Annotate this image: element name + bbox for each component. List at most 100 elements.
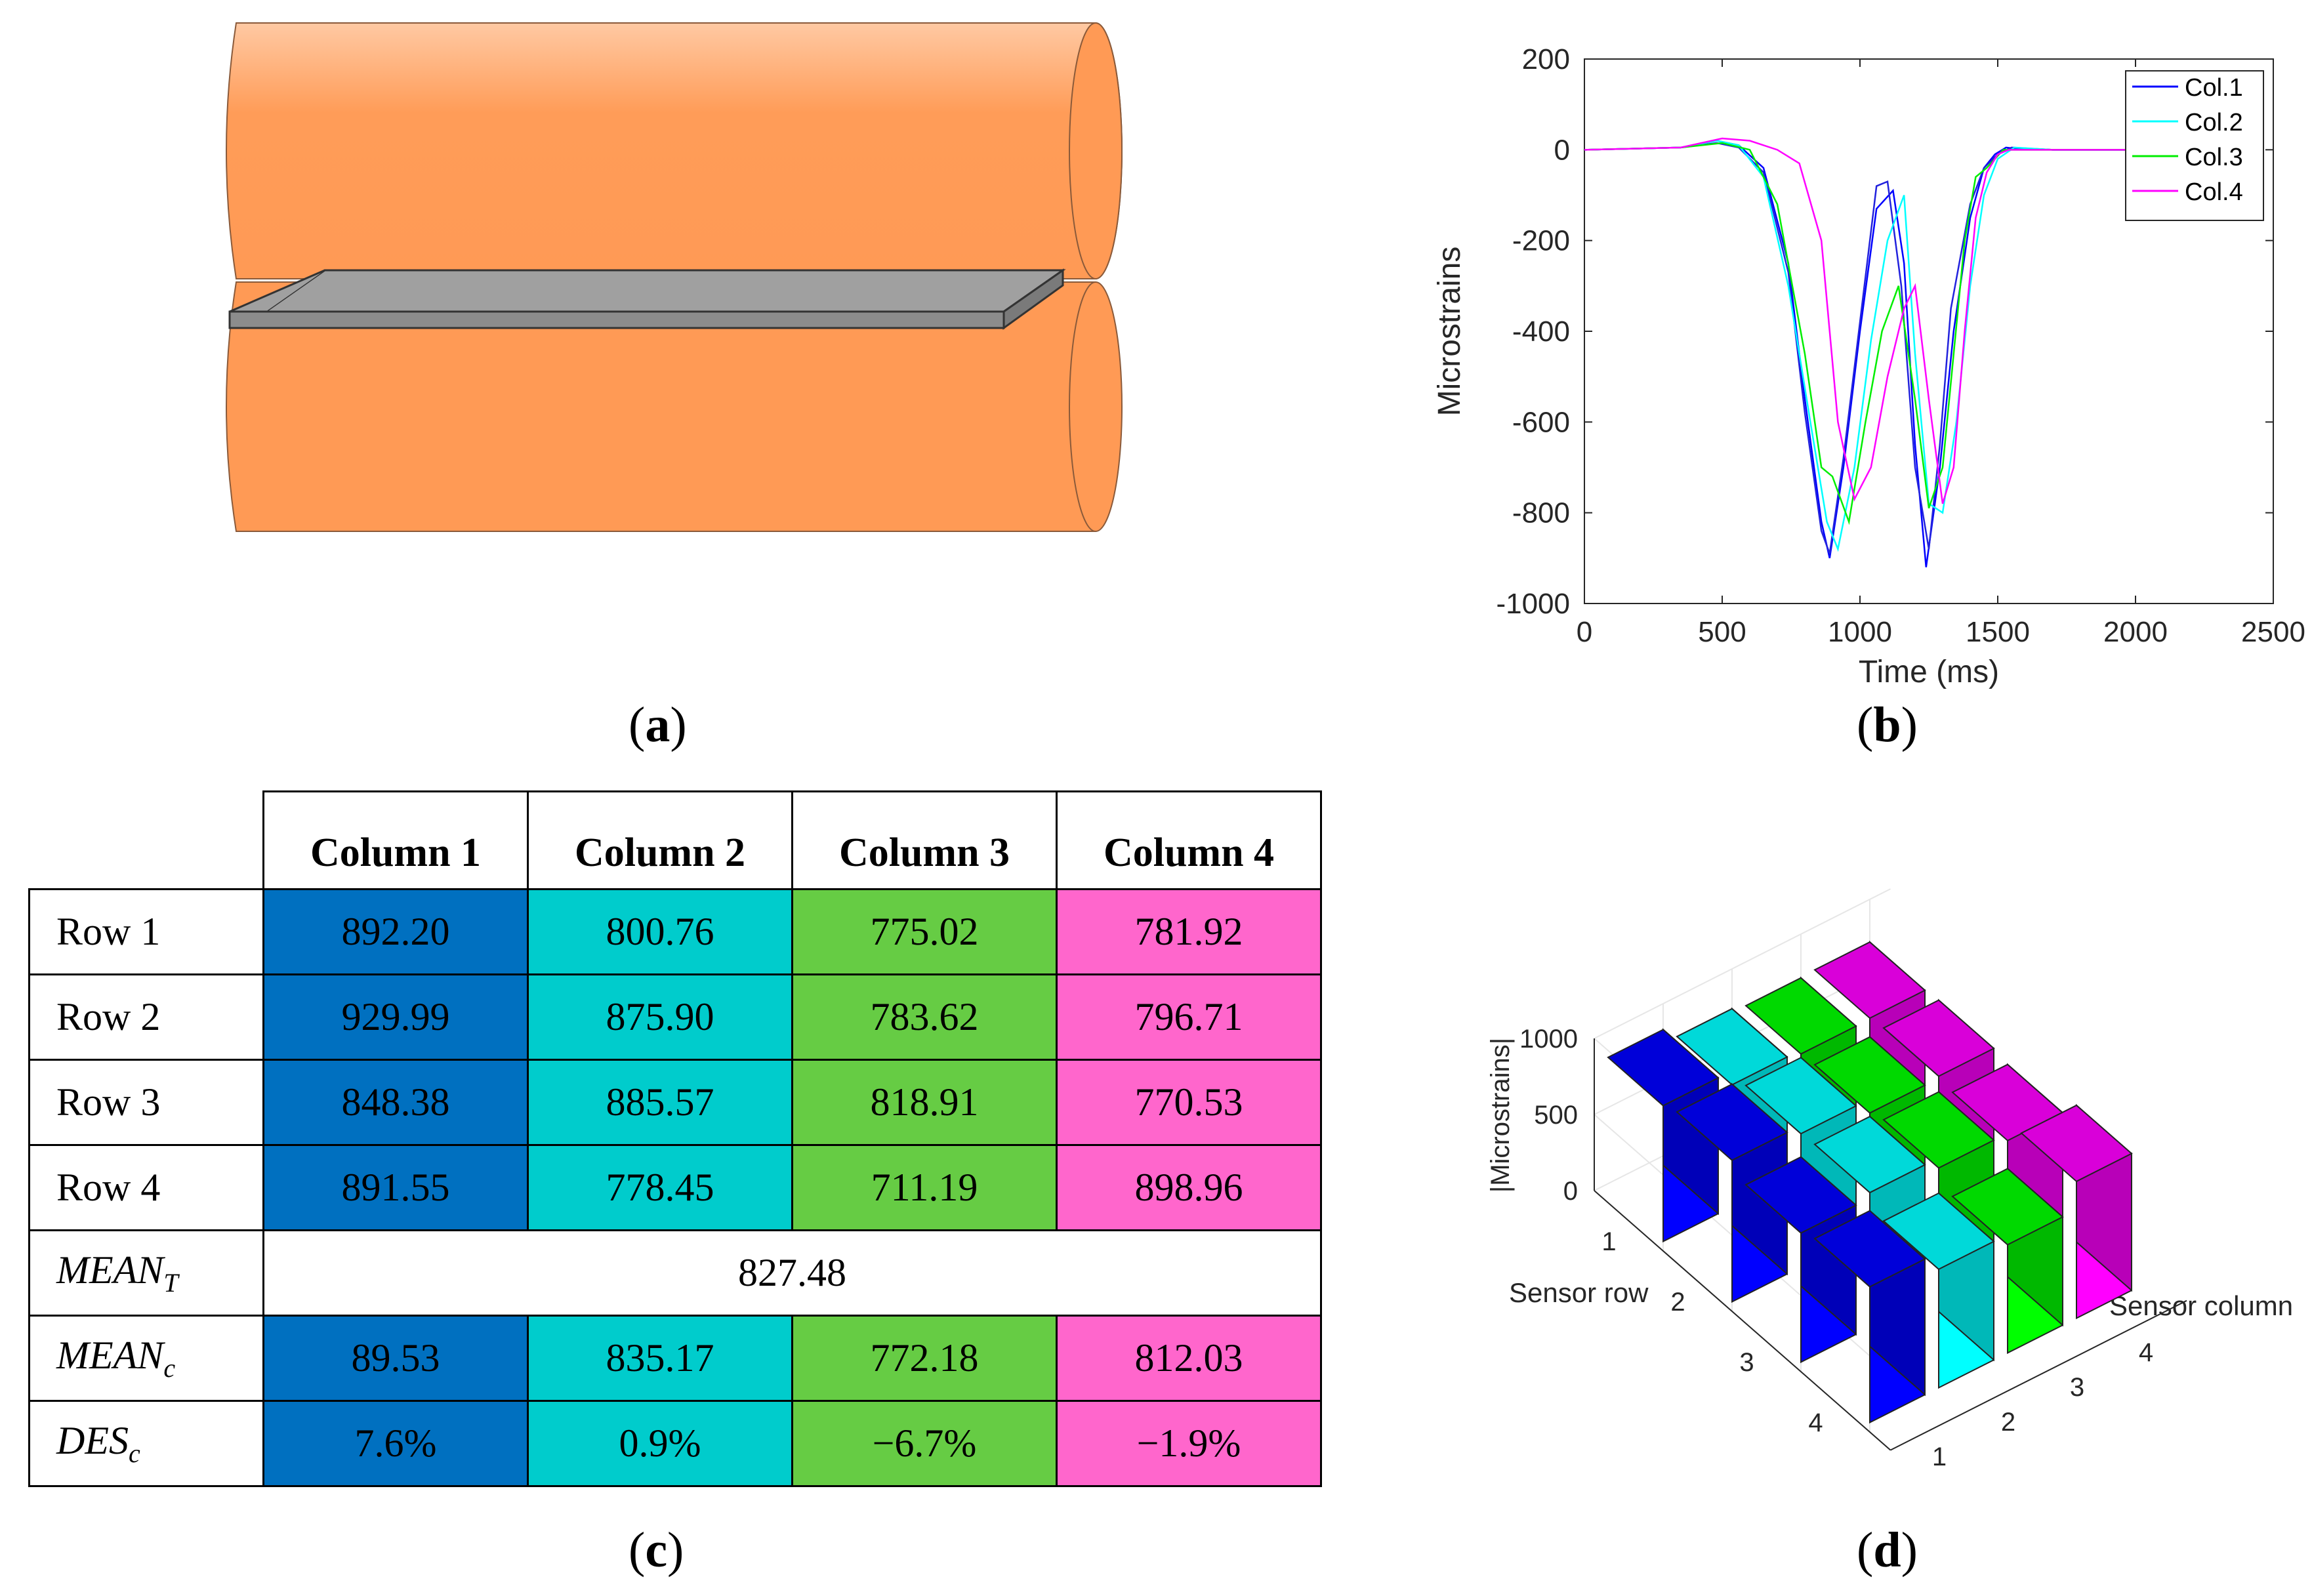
lower-roller [226, 281, 1123, 532]
legend-entry: Col.2 [2185, 109, 2243, 136]
bar-top-face [1744, 1156, 1857, 1234]
panel-label-d: (d) [1857, 1523, 1918, 1578]
table-cell: 7.6% [262, 1400, 529, 1487]
table-cell: 89.53 [262, 1315, 529, 1402]
bar-top-face [1813, 1210, 1926, 1288]
series-line [1584, 137, 2136, 504]
mean-total-value: 827.48 [262, 1229, 1322, 1317]
bar-top-face [1676, 1008, 1788, 1086]
x-axis-label: Time (ms) [1859, 655, 1999, 689]
mean-column-label: MEANc [28, 1315, 264, 1402]
sensor-bar3d-chart: 0 500 1000|Microstrains| 1 2 3 4 1 2 3 4 Sensor row… [1486, 888, 2293, 1471]
bar [1813, 1209, 1926, 1424]
legend-entry: Col.4 [2185, 178, 2243, 206]
column-axis-label: Sensor column [2109, 1290, 2293, 1321]
y-tick-label: -800 [1512, 497, 1570, 529]
row-label: Row 2 [28, 973, 264, 1061]
z-tick-label: 0 [1563, 1177, 1578, 1206]
bar-top-face [1676, 1083, 1788, 1161]
table-row: Row 1 892.20 800.76 775.02 781.92 [28, 888, 1322, 975]
z-tick-label: 1000 [1519, 1025, 1578, 1054]
table-cell: 875.90 [527, 973, 793, 1061]
bar-top-face [1951, 1168, 2064, 1246]
header-column-4: Column 4 [1056, 790, 1322, 890]
legend-entry: Col.1 [2185, 74, 2243, 102]
table-row: Row 3 848.38 885.57 818.91 770.53 [28, 1059, 1322, 1146]
table-header-row: Column 1 Column 2 Column 3 Column 4 [29, 790, 1322, 890]
mean-total-label: MEANT [28, 1229, 264, 1317]
panel-label-c: (c) [629, 1523, 684, 1578]
table-cell: 772.18 [791, 1315, 1058, 1402]
table-cell: 775.02 [791, 888, 1058, 975]
table-cell: 800.76 [527, 888, 793, 975]
table-cell: 818.91 [791, 1059, 1058, 1146]
table-cell: 898.96 [1056, 1144, 1322, 1231]
table-cell: 835.17 [527, 1315, 793, 1402]
table-cell: 929.99 [262, 973, 529, 1061]
mean-column-row: MEANc 89.53 835.17 772.18 812.03 [28, 1315, 1322, 1402]
bar-top-face [1607, 1029, 1720, 1107]
bar-top-face [1813, 941, 1926, 1019]
results-table: Column 1 Column 2 Column 3 Column 4 Row … [28, 790, 1322, 1487]
header-column-2: Column 2 [527, 790, 793, 890]
column-tick-label: 2 [2001, 1408, 2015, 1437]
panel-label-b: (b) [1857, 697, 1918, 752]
table-cell: 781.92 [1056, 888, 1322, 975]
des-column-row: DESc 7.6% 0.9% −6.7% −1.9% [28, 1400, 1322, 1487]
des-column-label: DESc [28, 1400, 264, 1487]
bar-top-face [1882, 1192, 1995, 1271]
header-column-1: Column 1 [262, 790, 529, 890]
x-tick-label: 500 [1698, 616, 1746, 648]
table-cell: 0.9% [527, 1400, 793, 1487]
table-cell: −1.9% [1056, 1400, 1322, 1487]
table-corner [29, 791, 264, 890]
table-cell: 892.20 [262, 888, 529, 975]
bar-top-face [2020, 1104, 2133, 1183]
bar-top-face [1882, 1091, 1995, 1169]
row-axis [1594, 1190, 1891, 1451]
bar-top-face [1744, 1057, 1857, 1135]
column-tick-label: 1 [1932, 1443, 1947, 1471]
column-tick-label: 4 [2139, 1338, 2153, 1367]
row-axis-label: Sensor row [1509, 1277, 1649, 1308]
table-cell: 796.71 [1056, 973, 1322, 1061]
table-cell: 891.55 [262, 1144, 529, 1231]
table-row: Row 4 891.55 778.45 711.19 898.96 [28, 1144, 1322, 1231]
z-tick-label: 500 [1534, 1101, 1578, 1130]
table-row: Row 2 929.99 875.90 783.62 796.71 [28, 973, 1322, 1061]
row-tick-label: 1 [1601, 1227, 1616, 1256]
x-tick-label: 1000 [1828, 616, 1892, 648]
series-line [1584, 140, 2136, 552]
row-label: Row 4 [28, 1144, 264, 1231]
grid-line [1594, 888, 1891, 1039]
bar-top-face [1813, 1036, 1926, 1114]
row-label: Row 1 [28, 888, 264, 975]
x-tick-label: 0 [1577, 616, 1592, 648]
y-tick-label: -600 [1512, 406, 1570, 438]
panel-label-a: (a) [629, 697, 687, 752]
y-tick-label: -200 [1512, 225, 1570, 257]
bar-top-face [1813, 1115, 1926, 1194]
legend-entry: Col.3 [2185, 144, 2243, 171]
table-cell: 812.03 [1056, 1315, 1322, 1402]
legend-box [2125, 70, 2264, 221]
row-tick-label: 3 [1739, 1348, 1754, 1377]
metal-plate [228, 268, 1066, 330]
row-tick-label: 2 [1670, 1288, 1685, 1317]
table-cell: 848.38 [262, 1059, 529, 1146]
y-tick-label: -400 [1512, 316, 1570, 348]
z-axis-label: |Microstrains| [1486, 1038, 1515, 1193]
table-cell: 778.45 [527, 1144, 793, 1231]
table-cell: 783.62 [791, 973, 1058, 1061]
x-tick-label: 2500 [2241, 616, 2305, 648]
y-axis-label: Microstrains [1432, 247, 1467, 417]
column-tick-label: 3 [2070, 1373, 2084, 1402]
bar-top-face [1882, 999, 1995, 1077]
row-label: Row 3 [28, 1059, 264, 1146]
header-column-3: Column 3 [791, 790, 1058, 890]
upper-roller [226, 22, 1123, 279]
y-tick-label: 200 [1522, 43, 1570, 75]
bar [1951, 1167, 2064, 1355]
table-cell: 770.53 [1056, 1059, 1322, 1146]
bar [2020, 1103, 2133, 1320]
